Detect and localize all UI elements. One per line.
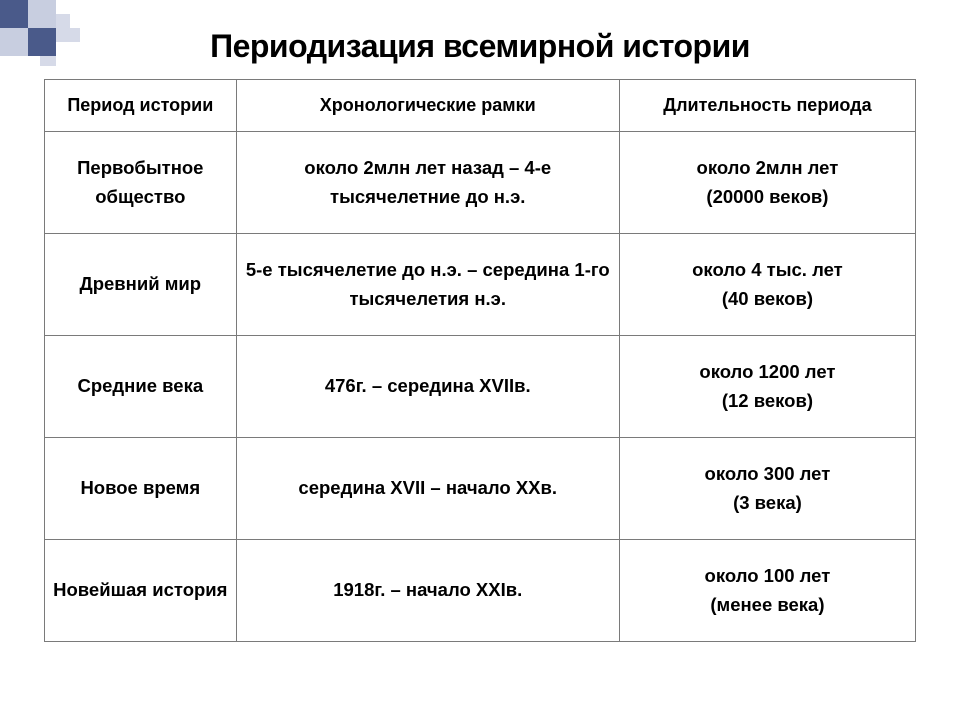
cell-duration: около 300 лет(3 века) <box>619 438 915 540</box>
deco-square <box>0 0 28 28</box>
col-header-range: Хронологические рамки <box>236 80 619 132</box>
duration-main: около 2млн лет <box>628 154 907 183</box>
table-row: Средние века476г. – середина XVIIв.около… <box>45 336 916 438</box>
deco-square <box>56 14 70 28</box>
duration-sub: (менее века) <box>628 591 907 620</box>
periodization-table: Период истории Хронологические рамки Дли… <box>44 79 916 642</box>
cell-range: 1918г. – начало XXIв. <box>236 540 619 642</box>
cell-range: 5-е тысячелетие до н.э. – середина 1-го … <box>236 234 619 336</box>
deco-square <box>28 28 56 56</box>
duration-sub: (12 веков) <box>628 387 907 416</box>
cell-range: около 2млн лет назад – 4-е тысячелетние … <box>236 132 619 234</box>
cell-range: середина XVII – начало XXв. <box>236 438 619 540</box>
table-header-row: Период истории Хронологические рамки Дли… <box>45 80 916 132</box>
deco-square <box>40 56 56 66</box>
cell-range: 476г. – середина XVIIв. <box>236 336 619 438</box>
duration-main: около 1200 лет <box>628 358 907 387</box>
duration-sub: (40 веков) <box>628 285 907 314</box>
col-header-period: Период истории <box>45 80 237 132</box>
cell-duration: около 4 тыс. лет(40 веков) <box>619 234 915 336</box>
duration-main: около 100 лет <box>628 562 907 591</box>
cell-duration: около 100 лет(менее века) <box>619 540 915 642</box>
slide-title: Периодизация всемирной истории <box>0 0 960 79</box>
cell-period: Новое время <box>45 438 237 540</box>
cell-period: Новейшая история <box>45 540 237 642</box>
duration-main: около 4 тыс. лет <box>628 256 907 285</box>
cell-period: Первобытное общество <box>45 132 237 234</box>
cell-period: Древний мир <box>45 234 237 336</box>
cell-duration: около 1200 лет(12 веков) <box>619 336 915 438</box>
table-row: Новое времясередина XVII – начало XXв.ок… <box>45 438 916 540</box>
col-header-duration: Длительность периода <box>619 80 915 132</box>
cell-period: Средние века <box>45 336 237 438</box>
deco-square <box>56 28 80 42</box>
table-row: Новейшая история1918г. – начало XXIв.око… <box>45 540 916 642</box>
deco-square <box>28 0 56 28</box>
deco-square <box>0 28 28 56</box>
duration-sub: (20000 веков) <box>628 183 907 212</box>
duration-main: около 300 лет <box>628 460 907 489</box>
table-row: Первобытное обществооколо 2млн лет назад… <box>45 132 916 234</box>
table-container: Период истории Хронологические рамки Дли… <box>0 79 960 642</box>
table-row: Древний мир5-е тысячелетие до н.э. – сер… <box>45 234 916 336</box>
corner-decoration <box>0 0 140 70</box>
duration-sub: (3 века) <box>628 489 907 518</box>
cell-duration: около 2млн лет(20000 веков) <box>619 132 915 234</box>
